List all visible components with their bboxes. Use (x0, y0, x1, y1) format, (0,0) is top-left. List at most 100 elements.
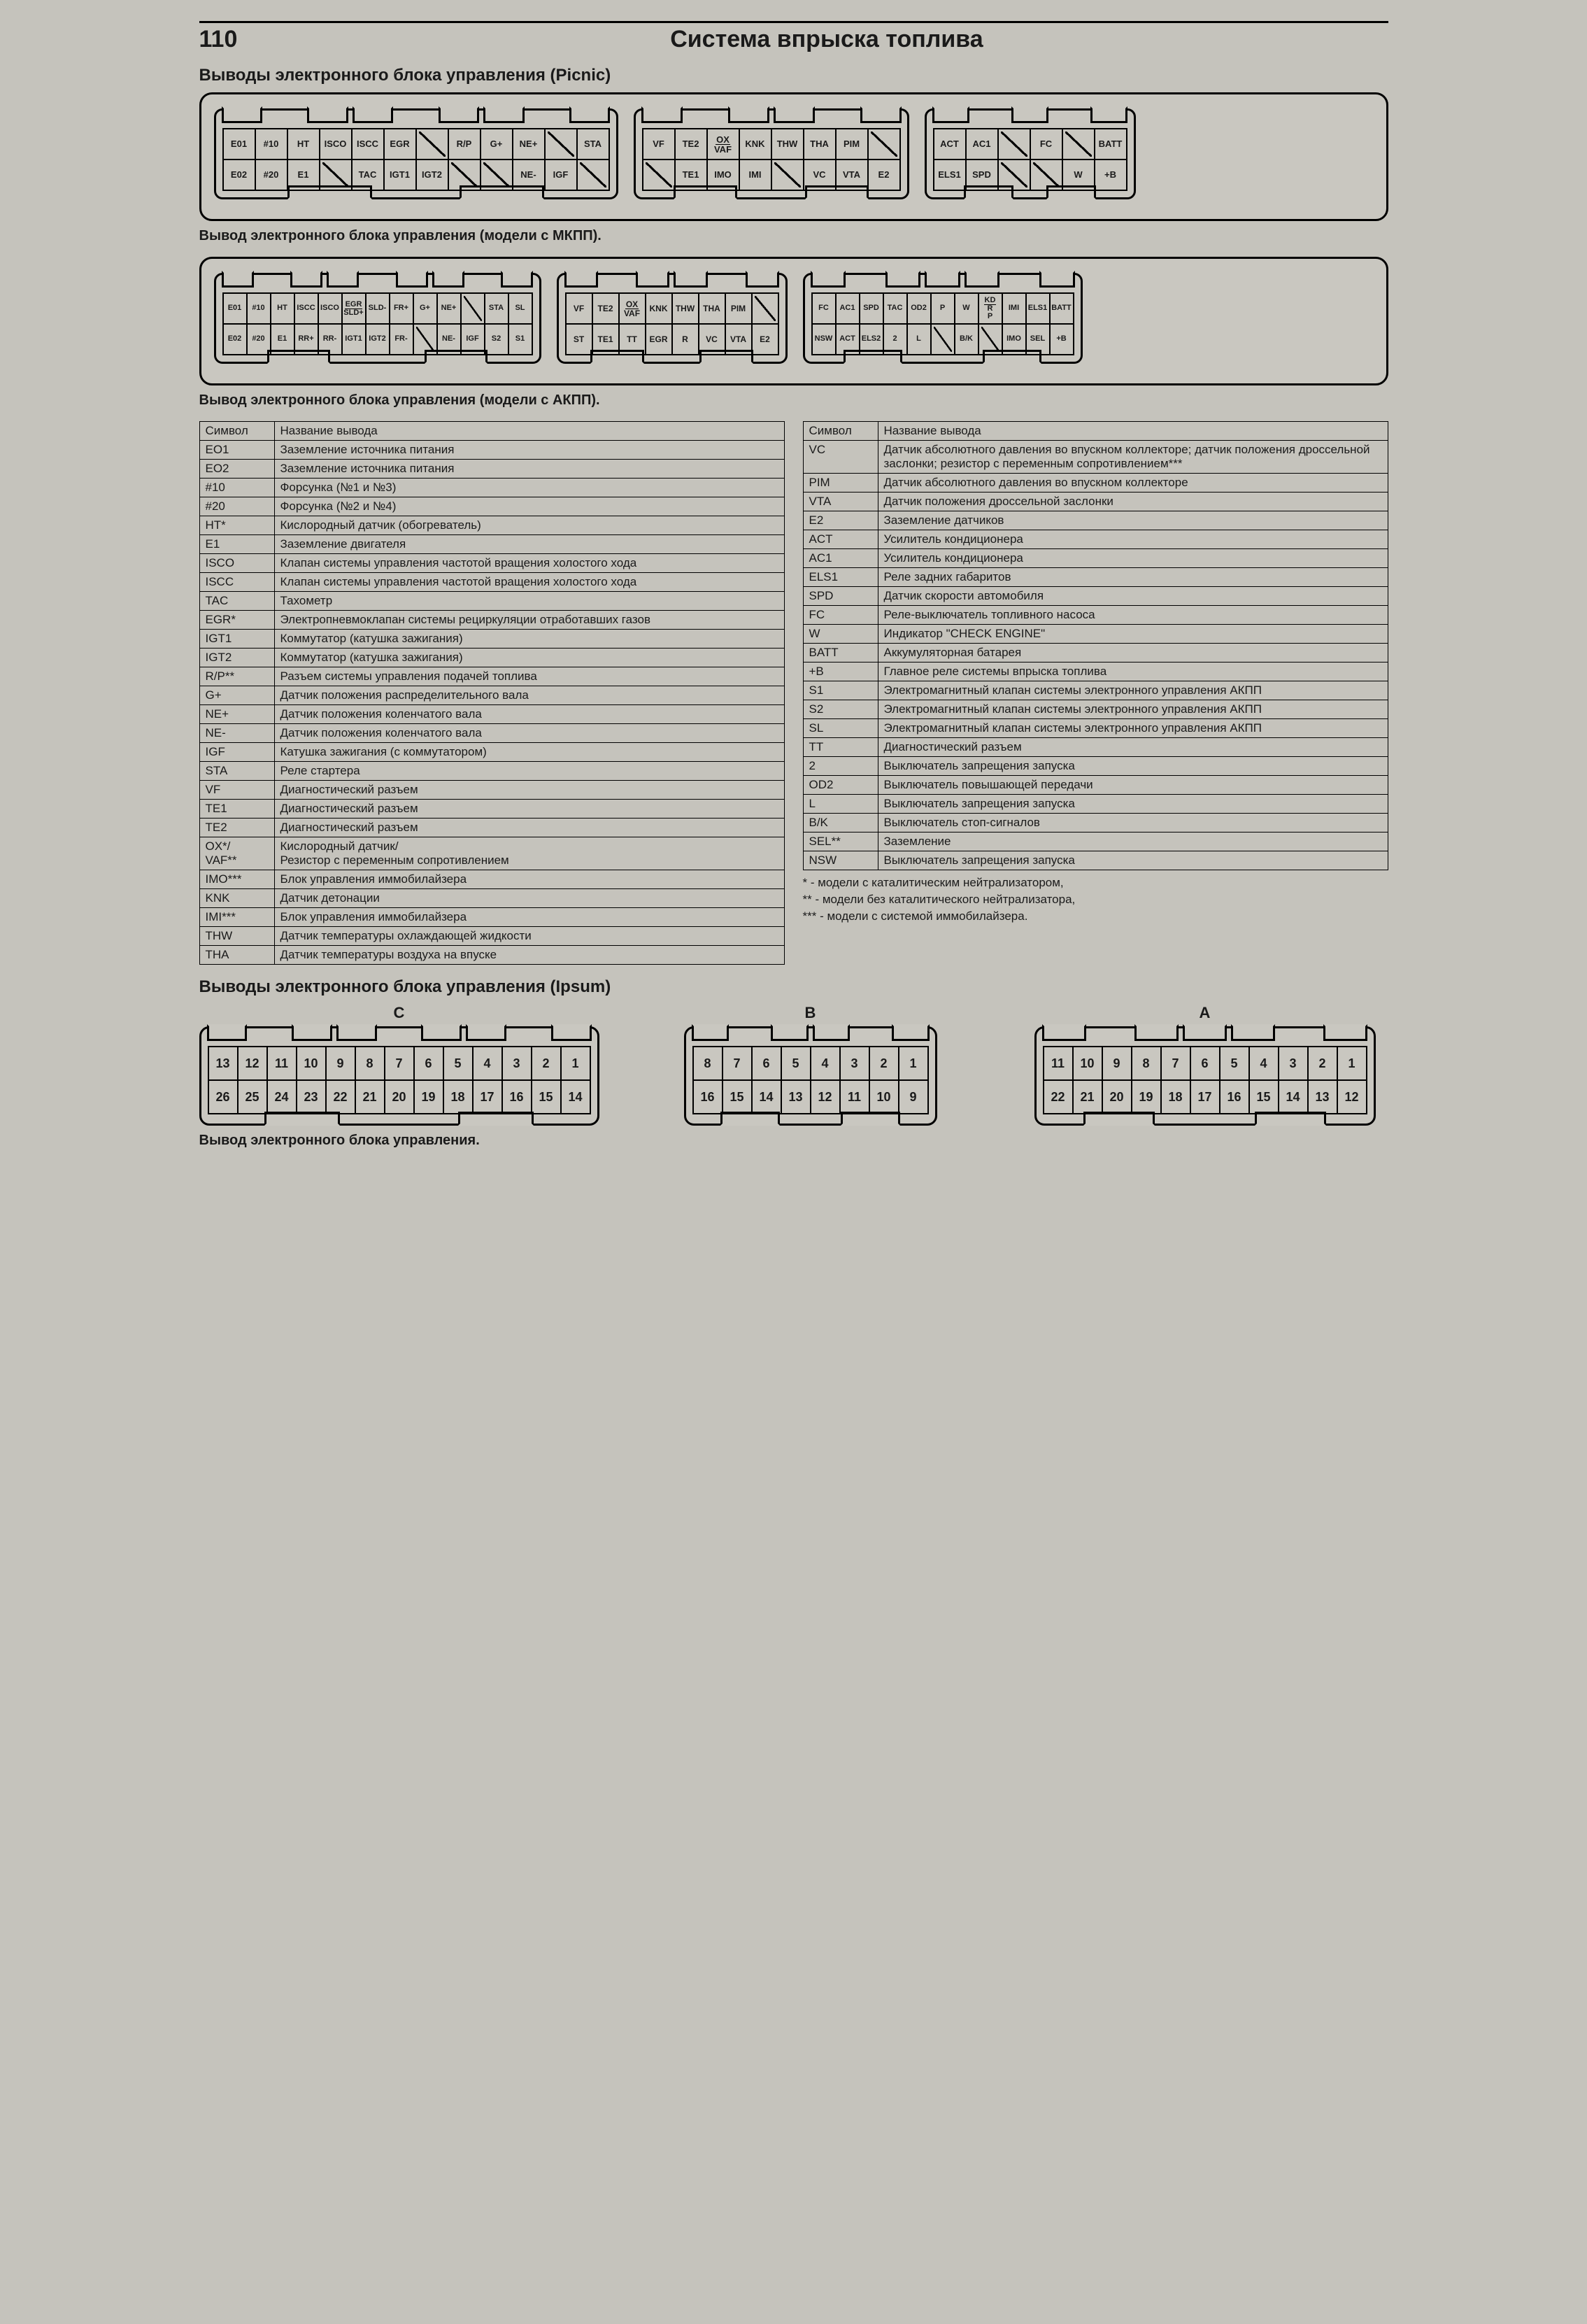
table-row: G+Датчик положения распределительного ва… (199, 686, 784, 705)
pin: #20 (246, 323, 271, 355)
defs-table-left: Символ Название вывода EO1Заземление ист… (199, 421, 785, 965)
page-title: Система впрыска топлива (265, 26, 1388, 53)
pin: L (906, 323, 932, 355)
pin: 25 (237, 1079, 268, 1114)
pin: 5 (443, 1046, 474, 1081)
pin: 14 (751, 1079, 782, 1114)
pin: ELS1 (1025, 292, 1051, 325)
table-row: SEL**Заземление (803, 832, 1388, 851)
caption-akpp: Вывод электронного блока управления (мод… (199, 392, 1388, 409)
pin: VC (698, 323, 726, 355)
ipsum-label-b: B (627, 1004, 994, 1022)
pin: OXVAF (706, 128, 740, 160)
pin: E01 (222, 292, 248, 325)
pin: E2 (751, 323, 779, 355)
pin: IGT2 (365, 323, 390, 355)
pin: VTA (725, 323, 753, 355)
table-row: TE2Диагностический разъем (199, 819, 784, 837)
pin: TAC (883, 292, 908, 325)
pin: HT (270, 292, 295, 325)
table-row: ELS1Реле задних габаритов (803, 568, 1388, 587)
pin: 12 (237, 1046, 268, 1081)
table-row: B/KВыключатель стоп-сигналов (803, 814, 1388, 832)
table-row: EO2Заземление источника питания (199, 460, 784, 479)
pin: ISCC (294, 292, 319, 325)
pin (930, 323, 955, 355)
connector-ipsum-row: C 13121110987654321262524232221201918171… (199, 1004, 1388, 1126)
pin: VF (642, 128, 676, 160)
pin (867, 128, 901, 160)
pin: 20 (384, 1079, 415, 1114)
table-row: HT*Кислородный датчик (обогреватель) (199, 516, 784, 535)
pin: G+ (413, 292, 438, 325)
pin: 3 (1278, 1046, 1309, 1081)
pin: 10 (296, 1046, 327, 1081)
pin: ST (565, 323, 593, 355)
ipsum-connector-b: 87654321161514131211109 (684, 1026, 937, 1126)
pin: VTA (835, 159, 869, 191)
table-row: NE+Датчик положения коленчатого вала (199, 705, 784, 724)
pin: VC (803, 159, 837, 191)
pin: AC1 (835, 292, 860, 325)
pin: 1 (898, 1046, 929, 1081)
pin: NE+ (512, 128, 546, 160)
pin: S2 (484, 323, 509, 355)
table-row: VFДиагностический разъем (199, 781, 784, 800)
table-row: 2Выключатель запрещения запуска (803, 757, 1388, 776)
pin: E2 (867, 159, 901, 191)
pin (576, 159, 610, 191)
pin: 22 (325, 1079, 356, 1114)
col-name: Название вывода (878, 422, 1388, 441)
ipsum-connector-a: 11109876543212221201918171615141312 (1034, 1026, 1376, 1126)
pin: THW (771, 128, 804, 160)
pin (997, 128, 1031, 160)
pin: FR- (389, 323, 414, 355)
table-row: PIMДатчик абсолютного давления во впускн… (803, 474, 1388, 493)
ipsum-connector-c: 1312111098765432126252423222120191817161… (199, 1026, 599, 1126)
table-row: KNKДатчик детонации (199, 889, 784, 908)
pin (460, 292, 485, 325)
table-row: IGT2Коммутатор (катушка зажигания) (199, 649, 784, 667)
pin: NE- (512, 159, 546, 191)
pin: E01 (222, 128, 256, 160)
table-row: THWДатчик температуры охлаждающей жидкос… (199, 927, 784, 946)
pin: 11 (1043, 1046, 1074, 1081)
pin: IMO (706, 159, 740, 191)
table-row: IGT1Коммутатор (катушка зажигания) (199, 630, 784, 649)
pin: 7 (722, 1046, 753, 1081)
pin: 12 (1337, 1079, 1367, 1114)
pin: 19 (413, 1079, 444, 1114)
connector-akpp: E01#10HTISCCISCOEGRSLD+SLD-FR+G+NE+STASL… (199, 257, 1388, 385)
pin: BATT (1094, 128, 1127, 160)
pin: 12 (810, 1079, 841, 1114)
pin: 11 (839, 1079, 870, 1114)
table-row: E2Заземление датчиков (803, 511, 1388, 530)
pin: 7 (384, 1046, 415, 1081)
pin: THW (671, 292, 699, 325)
caption-ipsum: Вывод электронного блока управления. (199, 1133, 1388, 1149)
pin: E02 (222, 159, 256, 191)
table-row: SPDДатчик скорости автомобиля (803, 587, 1388, 606)
pin: 17 (1190, 1079, 1221, 1114)
pin: IMI (1002, 292, 1027, 325)
pin (771, 159, 804, 191)
pin: E1 (270, 323, 295, 355)
table-row: STAРеле стартера (199, 762, 784, 781)
caption-mkpp: Вывод электронного блока управления (мод… (199, 228, 1388, 244)
pin: IGT1 (383, 159, 417, 191)
pin: 26 (208, 1079, 239, 1114)
table-row: ISCCКлапан системы управления частотой в… (199, 573, 784, 592)
pin: TE1 (674, 159, 708, 191)
ipsum-label-c: C (199, 1004, 599, 1022)
pin: E1 (287, 159, 320, 191)
table-row: LВыключатель запрещения запуска (803, 795, 1388, 814)
pin: EGRSLD+ (341, 292, 366, 325)
pin: BATT (1049, 292, 1074, 325)
pin: SPD (965, 159, 999, 191)
pin: IGF (460, 323, 485, 355)
pin: ISCO (318, 292, 343, 325)
pin: SL (508, 292, 533, 325)
pin: SPD (859, 292, 884, 325)
footnotes: * - модели с каталитическим нейтрализато… (803, 874, 1388, 924)
table-row: #20Форсунка (№2 и №4) (199, 497, 784, 516)
